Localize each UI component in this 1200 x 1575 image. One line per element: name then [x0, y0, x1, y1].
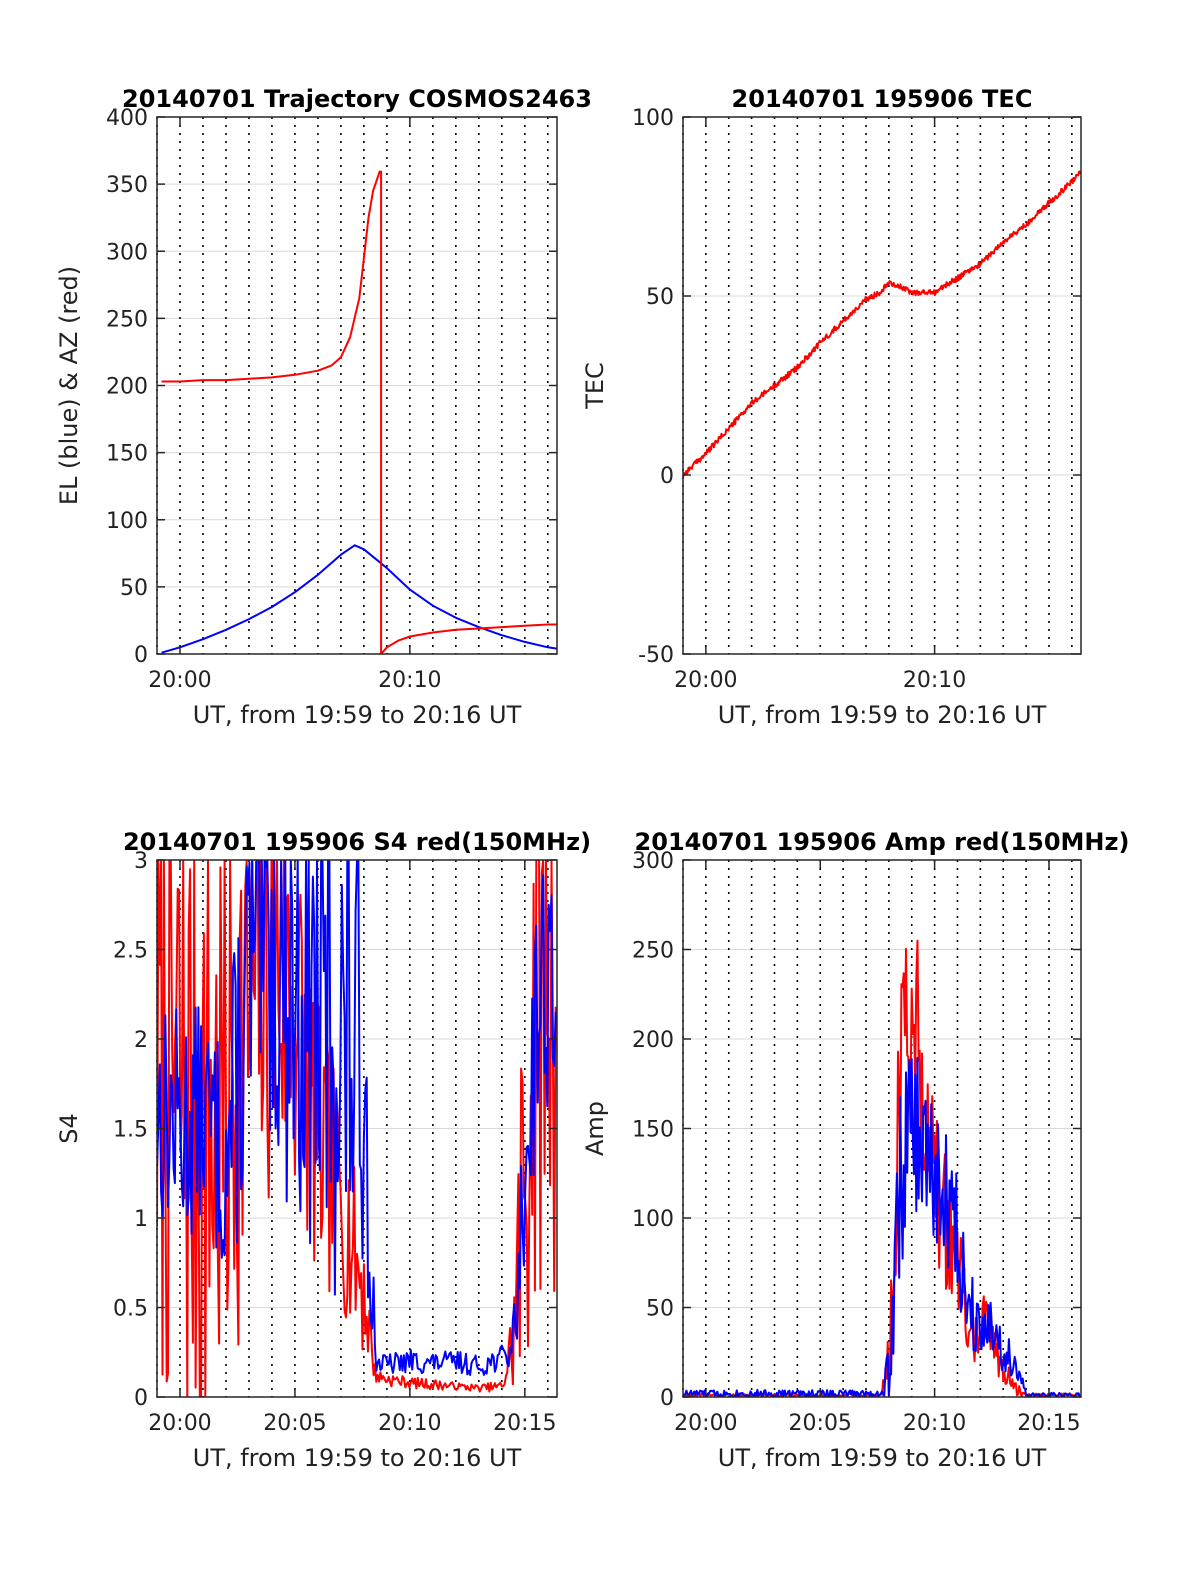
y-tick-label: 2.5: [113, 939, 148, 964]
y-tick-label: 0: [660, 464, 674, 489]
series-line-red: [380, 623, 557, 654]
x-tick-label: 20:05: [263, 1411, 326, 1436]
y-tick-label: 100: [106, 509, 148, 534]
x-axis-label: UT, from 19:59 to 20:16 UT: [193, 1444, 522, 1472]
x-tick-label: 20:10: [378, 1411, 441, 1436]
x-axis-label: UT, from 19:59 to 20:16 UT: [718, 1444, 1047, 1472]
x-tick-label: 20:00: [148, 1411, 211, 1436]
series-line-red: [683, 170, 1081, 478]
x-tick-label: 20:00: [674, 1411, 737, 1436]
series-line-red: [161, 170, 381, 383]
y-tick-label: 1.5: [113, 1118, 148, 1143]
y-tick-label: 0: [134, 643, 148, 668]
series-line-blue: [683, 1057, 1081, 1397]
y-axis-label: S4: [55, 1113, 83, 1144]
series-line-red: [157, 860, 557, 1397]
x-tick-label: 20:00: [148, 668, 211, 693]
series-line-blue: [161, 544, 557, 654]
x-tick-label: 20:10: [903, 1411, 966, 1436]
y-tick-label: 250: [632, 939, 674, 964]
y-tick-label: 1: [134, 1207, 148, 1232]
y-tick-label: 100: [632, 106, 674, 131]
y-axis-label: TEC: [581, 362, 609, 410]
x-tick-label: 20:15: [493, 1411, 556, 1436]
y-tick-label: 200: [106, 375, 148, 400]
chart-panel-4: 0 50 100 150 200 250 300 20:00 20:05 20:10 20:15 20…: [581, 828, 1129, 1472]
axes-box: [682, 116, 1082, 655]
x-tick-label: 20:10: [378, 668, 441, 693]
y-axis-label: Amp: [581, 1101, 609, 1156]
y-tick-label: 0.5: [113, 1297, 148, 1322]
y-tick-label: 100: [632, 1207, 674, 1232]
y-tick-label: 0: [660, 1386, 674, 1411]
chart-panel-3: 0 0.5 1 1.5 2 2.5 3 20:00 20:05 20:10 20:15 2014070…: [55, 828, 591, 1472]
y-tick-label: 200: [632, 1028, 674, 1053]
x-tick-label: 20:05: [789, 1411, 852, 1436]
y-tick-label: 250: [106, 307, 148, 332]
y-tick-label: 150: [106, 442, 148, 467]
chart-panel-1: 0 50 100 150 200 250 300 350 400 20:00 20:10 201407…: [55, 85, 592, 729]
y-tick-label: 150: [632, 1118, 674, 1143]
y-tick-label: 50: [646, 1297, 674, 1322]
chart-title: 20140701 195906 TEC: [732, 85, 1033, 113]
series-line-blue: [157, 860, 557, 1376]
y-tick-label: 300: [632, 849, 674, 874]
y-tick-label: 50: [120, 576, 148, 601]
x-tick-label: 20:00: [674, 668, 737, 693]
x-axis-label: UT, from 19:59 to 20:16 UT: [718, 701, 1047, 729]
y-tick-label: -50: [638, 643, 674, 668]
y-tick-label: 400: [106, 106, 148, 131]
plot-area: [683, 117, 1081, 654]
chart-panel-2: -50 0 50 100 20:00 20:10 20140701 195906 TEC UT…: [581, 85, 1082, 729]
x-axis-label: UT, from 19:59 to 20:16 UT: [193, 701, 522, 729]
y-tick-label: 50: [646, 285, 674, 310]
y-tick-label: 3: [134, 849, 148, 874]
y-tick-label: 2: [134, 1028, 148, 1053]
y-tick-label: 300: [106, 240, 148, 265]
y-tick-label: 0: [134, 1386, 148, 1411]
y-tick-label: 350: [106, 173, 148, 198]
x-tick-label: 20:10: [903, 668, 966, 693]
chart-title: 20140701 195906 S4 red(150MHz): [123, 828, 591, 856]
chart-title: 20140701 195906 Amp red(150MHz): [635, 828, 1130, 856]
x-tick-label: 20:15: [1017, 1411, 1080, 1436]
chart-title: 20140701 Trajectory COSMOS2463: [122, 85, 592, 113]
y-axis-label: EL (blue) & AZ (red): [55, 266, 83, 505]
